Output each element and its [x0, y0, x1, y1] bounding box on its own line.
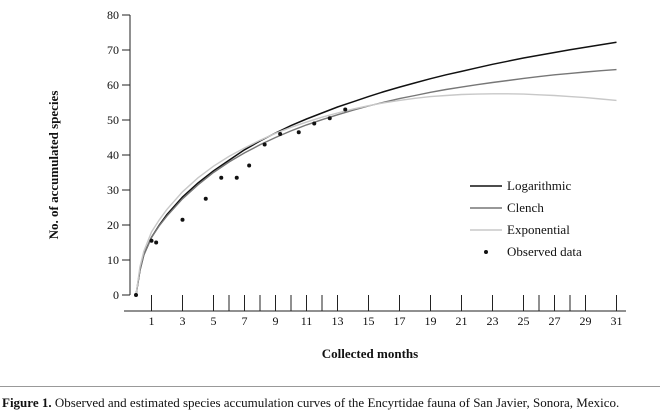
observed-point: [234, 175, 239, 180]
series-line-exponential: [135, 93, 617, 296]
series-layer: [134, 41, 617, 297]
x-tick-label: 19: [425, 314, 437, 328]
x-tick-label: 25: [518, 314, 530, 328]
legend-label-exponential: Exponential: [507, 222, 570, 237]
observed-point: [327, 116, 332, 121]
observed-point: [247, 163, 252, 168]
observed-point: [262, 142, 267, 147]
legend-label-clench: Clench: [507, 200, 544, 215]
y-tick-label: 80: [107, 8, 119, 22]
y-tick-label: 50: [107, 113, 119, 127]
x-tick-label: 17: [394, 314, 406, 328]
x-tick-label: 29: [580, 314, 592, 328]
observed-point: [154, 240, 159, 245]
caption-label: Figure 1.: [2, 395, 52, 410]
observed-point: [134, 293, 138, 297]
plot-area: [124, 15, 626, 312]
y-tick-label: 20: [107, 218, 119, 232]
observed-point: [312, 121, 317, 126]
y-tick-label: 60: [107, 78, 119, 92]
observed-point: [203, 196, 208, 201]
series-line-clench: [135, 68, 617, 296]
legend-swatch-observed-data: [484, 250, 488, 254]
x-tick-label: 11: [301, 314, 313, 328]
y-tick-label: 10: [107, 253, 119, 267]
x-tick-label: 13: [332, 314, 344, 328]
x-tick-label: 1: [149, 314, 155, 328]
x-tick-label: 15: [363, 314, 375, 328]
y-tick-label: 40: [107, 148, 119, 162]
x-tick-label: 27: [549, 314, 561, 328]
caption-divider: [0, 386, 660, 387]
x-tick-label: 9: [273, 314, 279, 328]
observed-point: [343, 107, 348, 112]
legend-label-logarithmic: Logarithmic: [507, 178, 571, 193]
x-tick-label: 31: [611, 314, 623, 328]
caption-text: Observed and estimated species accumulat…: [51, 395, 620, 410]
observed-point: [149, 238, 154, 243]
x-axis-title: Collected months: [322, 346, 418, 361]
observed-point: [296, 130, 301, 135]
legend: Logarithmic Clench Exponential Observed dat…: [470, 178, 582, 259]
observed-point: [219, 175, 224, 180]
y-tick-label: 0: [113, 288, 119, 302]
x-tick-label: 7: [242, 314, 248, 328]
x-tick-label: 5: [211, 314, 217, 328]
observed-point: [180, 217, 185, 222]
legend-label-observed-data: Observed data: [507, 244, 582, 259]
series-line-logarithmic: [135, 41, 617, 296]
observed-point: [278, 132, 283, 136]
y-tick-label: 70: [107, 43, 119, 57]
x-tick-label: 3: [180, 314, 186, 328]
y-tick-label: 30: [107, 183, 119, 197]
x-tick-label: 23: [487, 314, 499, 328]
y-axis-title: No. of accumulated species: [46, 91, 61, 240]
figure-caption: Figure 1. Observed and estimated species…: [2, 395, 658, 411]
x-tick-label: 21: [456, 314, 468, 328]
